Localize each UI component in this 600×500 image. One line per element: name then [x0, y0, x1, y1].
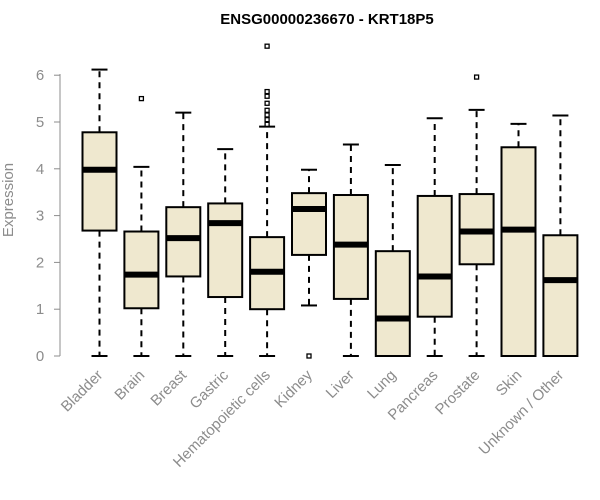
outlier-point: [264, 100, 270, 106]
outlier-point: [473, 74, 480, 80]
x-tick-label: Kidney: [271, 366, 316, 411]
iqr-box: [500, 146, 537, 357]
x-tick-label: Liver: [323, 367, 358, 402]
box-liver: [332, 143, 369, 357]
outlier-point: [138, 95, 145, 102]
chart-title: ENSG00000236670 - KRT18P5: [220, 11, 433, 28]
outlier-point: [264, 117, 270, 123]
box-series: [81, 43, 579, 359]
x-tick-label: Brain: [111, 367, 148, 404]
outlier-point: [264, 112, 270, 118]
y-tick-label: 1: [36, 301, 44, 318]
x-tick-label: Lung: [364, 367, 400, 403]
x-tick-label: Bladder: [58, 367, 107, 416]
y-tick-label: 5: [36, 114, 44, 131]
y-tick-label: 6: [36, 67, 44, 84]
box-gastric: [207, 148, 244, 357]
y-tick-label: 3: [36, 208, 44, 225]
iqr-box: [207, 202, 244, 299]
x-tick-label: Prostate: [432, 367, 484, 419]
iqr-box: [542, 234, 579, 357]
iqr-box: [123, 230, 160, 310]
y-axis-ticks: 0 1 2 3 4 5 6: [36, 67, 60, 365]
outlier-point: [264, 93, 270, 99]
outlier-point: [264, 43, 270, 49]
box-hematopoietic-cells: [249, 43, 286, 357]
outlier-point: [264, 121, 270, 127]
box-unknown-other: [542, 114, 579, 357]
outlier-point: [264, 107, 270, 113]
box-bladder: [81, 68, 118, 357]
outlier-point: [264, 88, 270, 95]
outlier-point: [306, 353, 312, 359]
y-axis-label: Expression: [0, 163, 17, 237]
iqr-box: [291, 192, 327, 256]
x-tick-label: Skin: [493, 367, 526, 400]
iqr-box: [81, 131, 118, 232]
box-lung: [374, 164, 411, 357]
iqr-box: [416, 194, 453, 318]
box-brain: [123, 95, 160, 357]
x-tick-label: Breast: [147, 366, 190, 409]
y-tick-label: 4: [36, 161, 44, 178]
y-tick-label: 2: [36, 254, 44, 271]
iqr-box: [374, 250, 411, 357]
box-skin: [500, 122, 537, 357]
box-prostate: [458, 74, 495, 357]
iqr-box: [165, 206, 202, 278]
box-pancreas: [416, 117, 453, 357]
box-kidney: [291, 168, 327, 359]
y-tick-label: 0: [36, 348, 44, 365]
box-breast: [165, 111, 202, 357]
